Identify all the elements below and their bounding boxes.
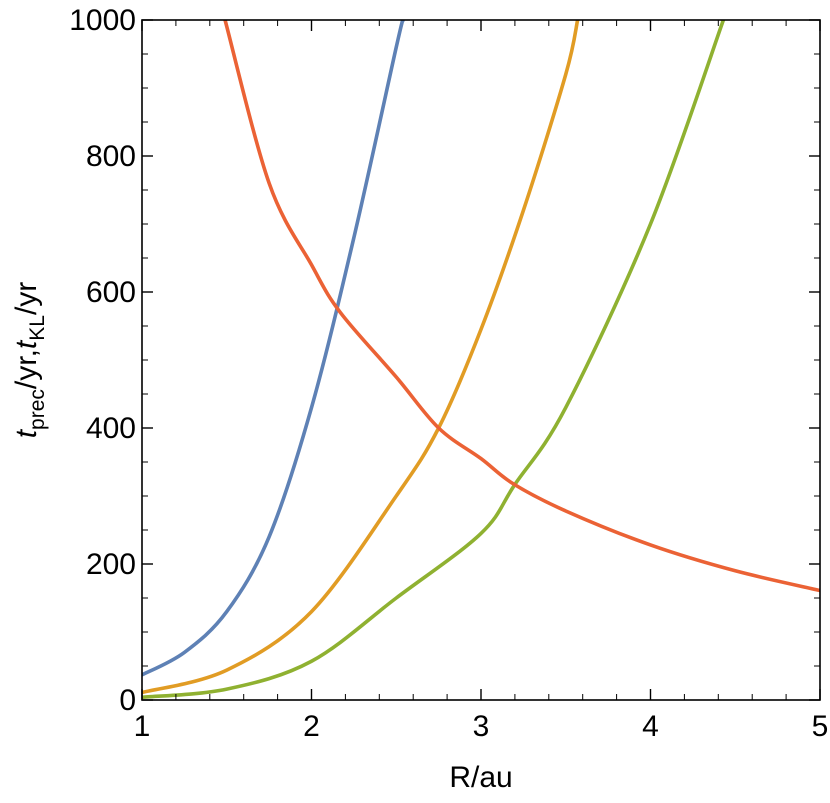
y-axis-label-t2: t: [10, 339, 43, 349]
y-tick-label: 200: [86, 548, 136, 581]
y-tick-label: 800: [86, 140, 136, 173]
y-axis-label-mid2: /yr: [10, 282, 43, 315]
y-tick-label: 600: [86, 276, 136, 309]
series-layer: [142, 20, 820, 700]
x-axis-label: R/au: [449, 761, 512, 794]
y-axis-label-t1: t: [10, 428, 43, 438]
y-tick-label: 400: [86, 412, 136, 445]
x-tick-label: 5: [812, 710, 829, 743]
plot-frame: [141, 19, 821, 701]
x-tick-label: 1: [134, 710, 151, 743]
series-line-4: [223, 20, 820, 593]
y-tick-label: 1000: [69, 4, 136, 37]
x-tick-label: 4: [642, 710, 659, 743]
x-tick-label: 3: [473, 710, 490, 743]
y-axis-label: tprec/yr,tKL/yr: [10, 282, 49, 439]
series-line-2: [142, 20, 580, 695]
y-axis-label-sub2: KL: [26, 315, 49, 341]
series-line-1: [142, 20, 405, 677]
y-tick-label: 0: [119, 684, 136, 717]
y-axis-label-sub1: prec: [26, 389, 49, 430]
y-axis-label-mid1: /yr,: [10, 349, 43, 389]
x-tick-label: 2: [303, 710, 320, 743]
series-line-3: [142, 20, 726, 700]
tick-layer: 1 2 3 4 5 0 200 400 600 800 1000: [69, 4, 828, 743]
